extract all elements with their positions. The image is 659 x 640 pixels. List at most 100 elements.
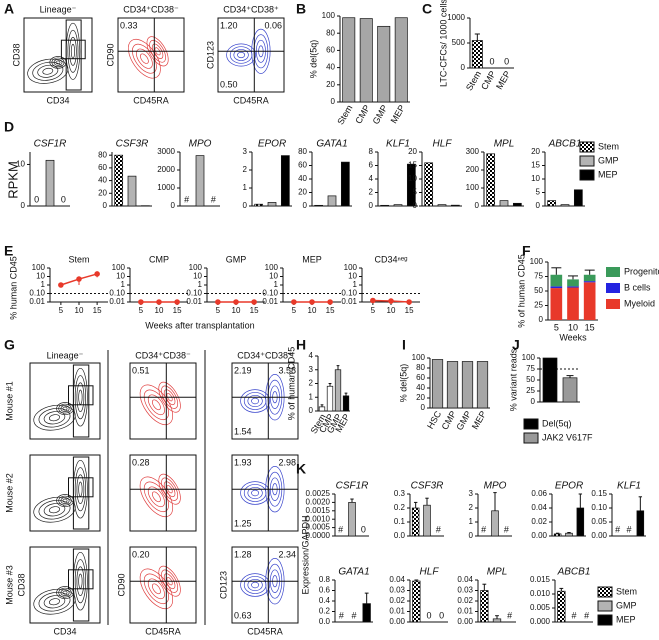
contour [74,467,87,512]
value-label: # [626,524,631,534]
y-tick-label: 60 [98,163,107,172]
gate-frequency: 2.98 [278,457,296,467]
y-tick-label: 0 [469,531,474,540]
legend-label: JAK2 V617F [542,432,593,442]
bar-segment [567,287,579,320]
y-tick-label: 1000 [157,183,175,192]
contour [33,404,76,431]
value-label: 0 [61,194,66,204]
contour [247,486,263,500]
contour [62,498,68,503]
contour [237,51,246,59]
y-axis-label: LTC-CFCs/ 1000 cells [438,0,448,87]
y-tick-label: 0.00 [591,531,607,540]
bar [318,406,326,412]
contour [60,497,70,504]
gate [68,385,94,406]
y-tick-label: 2 [243,165,248,174]
point [174,299,180,305]
y-tick-label: 5 [536,188,541,197]
flow-plot-frame [29,546,101,624]
y-tick-label: 1 [41,280,46,289]
y-axis-label: CD123 [205,41,215,69]
bar [512,202,522,207]
y-tick-label: 0 [413,201,418,210]
y-tick-label: 0 [369,201,374,210]
contour [78,481,83,497]
flow-plot-frame [117,17,185,93]
gate-frequency: 0.63 [234,610,252,620]
y-tick-label: 0.0 [394,531,406,540]
contour [158,565,181,597]
legend-label: B cells [624,282,651,292]
chart-title: EPOR [555,481,583,492]
gate-frequency: 2.34 [278,549,296,559]
x-axis-label: CD34 [46,95,69,105]
bar [359,18,373,103]
bar [431,359,444,409]
contour [38,499,71,520]
y-tick-label: 50 [534,286,543,295]
contour [37,64,59,78]
x-tick-label: 5 [554,322,559,332]
point [58,282,64,288]
x-tick-label: CMP [479,69,498,91]
point [388,298,394,304]
bar [362,603,371,623]
point [138,299,144,305]
bar [380,204,390,207]
y-tick-label: 0 [536,201,541,210]
bar-segment [550,274,563,287]
gate-frequency: 0.33 [120,20,138,30]
value-label: # [571,610,576,620]
y-tick-label: 80 [98,150,107,159]
y-axis-label: CD90 [105,43,115,66]
bar [492,618,502,623]
y-tick-label: 0.0010 [306,514,331,523]
contour [58,403,72,414]
y-tick-label: 0.10 [262,289,278,298]
y-axis-label: Expression/GAPDH [300,515,310,594]
y-tick-label: 10 [116,272,125,281]
bar [114,154,124,207]
legend-label: MEP [598,169,618,179]
y-tick-label: 100 [466,183,480,192]
y-tick-label: 0 [539,315,544,324]
legend-label: Stem [598,141,619,151]
y-tick-label: 0.02 [531,517,547,526]
y-tick-label: 0.03 [389,586,405,595]
legend-swatch [597,600,613,612]
point [76,276,82,282]
y-tick-label: 300 [466,147,480,156]
contour [67,29,79,73]
chart-title: CD34ⁿᵉᵍ [374,254,408,264]
chart-title: GATA1 [338,567,369,578]
contour [149,39,166,63]
y-tick-label: 1 [469,517,474,526]
contour [233,49,249,61]
contour [161,385,179,409]
y-tick-label: 0.04 [457,575,473,584]
y-tick-label: 50 [526,375,535,384]
point [94,271,100,277]
contour [151,583,161,595]
x-tick-label: Stem [464,69,483,92]
y-tick-label: 10 [16,160,25,169]
y-axis-label: CD90 [116,573,126,596]
bar [480,590,489,623]
flow-plot-frame [23,17,93,93]
y-axis-label: CD38 [16,573,26,596]
contour [74,559,87,604]
bar [327,195,337,207]
flow-plot-frame [29,454,101,532]
bar-segment [550,286,563,289]
x-axis-label: Weeks [559,332,587,342]
point [406,299,412,305]
y-tick-label: 0.06 [531,489,547,498]
contour [151,491,161,503]
contour [76,474,85,504]
contour [48,414,61,422]
y-tick-label: 0.01 [457,607,473,616]
y-tick-label: 100 [522,353,536,362]
y-tick-label: 0.000 [530,617,551,626]
